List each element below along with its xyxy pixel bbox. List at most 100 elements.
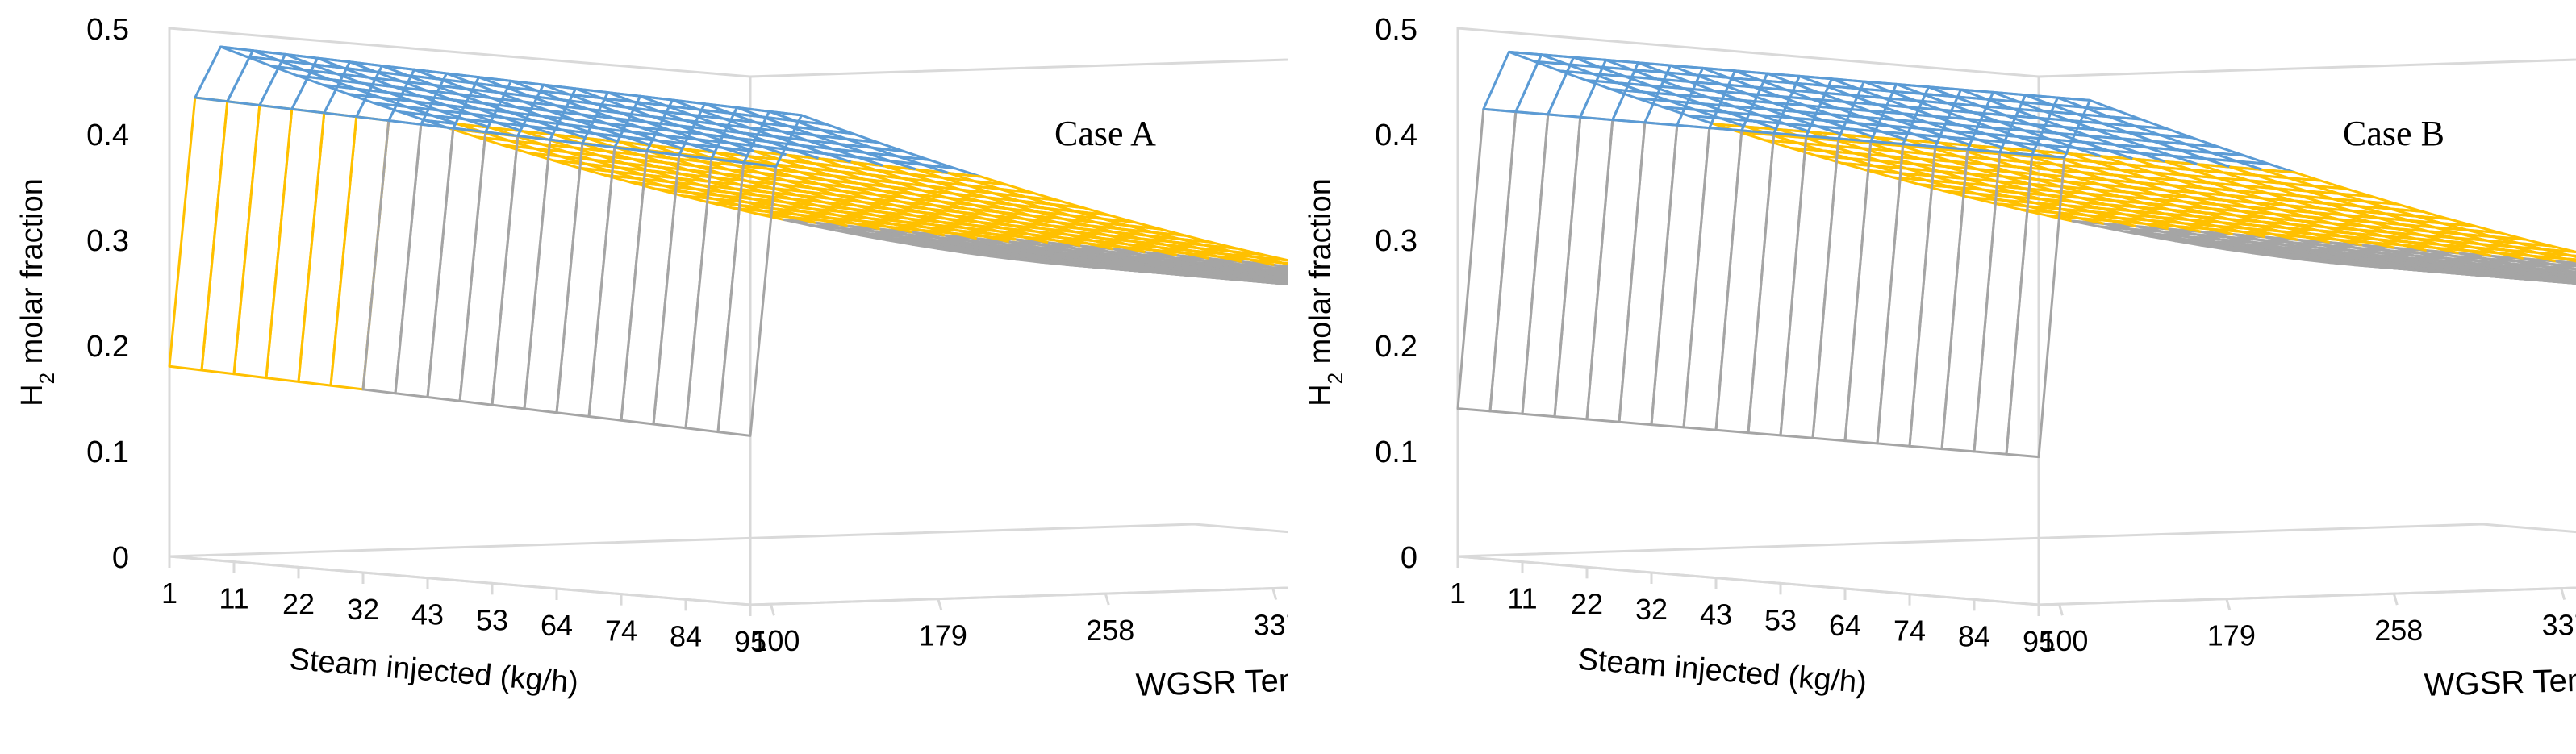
surface-cell [1747,131,1808,437]
surface-cell [168,96,229,372]
x-tick-label: 53 [1764,603,1797,636]
surface-cell [491,135,552,410]
x-tick-label: 1 [161,577,177,610]
x-tick-label: 22 [1571,587,1603,620]
y-tick-label: 100 [2040,624,2088,657]
z-tick-label: 0.4 [86,119,129,152]
floor [1457,523,2576,606]
surface-cell [329,115,390,391]
y-tick-mark [1104,593,1110,606]
x-tick-label: 53 [476,603,508,636]
surface-cell [1682,127,1743,431]
floor [169,523,1288,606]
y-tick-label: 179 [919,619,967,652]
surface-cell [1248,258,1288,268]
surface-cell [2555,260,2576,267]
surface-cell [1779,135,1840,439]
z-tick-label: 0.5 [86,13,129,47]
x-tick-label: 22 [282,587,315,620]
x-tick-label: 74 [605,614,637,648]
x-tick-label: 1 [1450,577,1466,610]
surface-cell [1650,123,1711,429]
y-axis-ticks: 100179258337416495574 [2040,588,2576,657]
y-tick-mark [2560,588,2566,601]
surface-cell [1266,276,1288,282]
z-tick-label: 0.3 [1375,224,1417,258]
y-axis-title: WGSR Temperature (ºC) [2424,656,2576,703]
x-tick-label: 43 [411,598,444,631]
x-tick-label: 11 [1507,582,1537,615]
y-tick-mark [1271,588,1278,601]
surface-cell [1488,110,1550,415]
surface-cell [1229,250,1288,262]
surface-cell [587,146,649,422]
surface-cell [2536,251,2576,261]
surface-cell [1618,121,1679,427]
x-tick-label: 84 [670,619,702,652]
z-tick-label: 0.2 [86,330,129,364]
chart-panel-case-b: 0 0.1 0.2 0.3 0.4 0.5 H2 molar fraction 1 11 22 32… [1288,0,2576,754]
x-tick-label: 84 [1958,619,1990,652]
surface-cell [2543,248,2576,257]
chart-panel-case-a: 0 0.1 0.2 0.3 0.4 0.5 H2 molar fraction 1 11 22 32… [15,13,1288,703]
y-tick-label: 258 [1086,614,1134,647]
z-tick-label: 0.1 [86,435,129,469]
surface-cell [1553,115,1614,421]
surface-cell [1456,107,1518,413]
surface-cell [265,107,326,383]
y-tick-mark [2225,598,2232,611]
surface-cell [1267,265,1288,273]
x-tick-label: 32 [1635,593,1668,626]
z-tick-label: 0.2 [1375,330,1417,364]
y-axis-title: WGSR Temperature (ºC) [1135,656,1288,703]
y-tick-mark [2057,603,2064,616]
surface-cell [523,138,584,414]
x-tick-label: 95 [2023,625,2055,658]
surface-cell [2529,254,2576,265]
x-tick-label: 64 [541,609,573,642]
surface-cell [555,142,616,418]
z-tick-label: 0 [1401,541,1417,575]
z-axis-ticks: 0 0.1 0.2 0.3 0.4 0.5 [86,13,129,575]
z-axis-ticks: 0 0.1 0.2 0.3 0.4 0.5 [1375,13,1417,575]
surface-cell [394,123,455,398]
y-tick-label: 179 [2207,619,2256,652]
z-axis-title: H2 molar fraction [15,178,59,406]
z-tick-label: 0.5 [1375,13,1417,47]
x-tick-label: 43 [1700,598,1732,631]
surface-cell [232,104,294,380]
y-axis-ticks: 100179258337416495574 [751,588,1288,657]
x-tick-label: 64 [1829,609,1861,642]
surface-cell [1521,113,1582,419]
y-tick-mark [2392,593,2399,606]
x-axis-title: Steam injected (kg/h) [1576,643,1868,701]
surface-cell [361,119,423,395]
surface-cell [1255,256,1288,265]
surface-cell [426,127,487,402]
surface-cell [1811,137,1873,443]
surface-cell [2542,265,2576,273]
surface-cell [200,100,261,376]
x-tick-label: 74 [1893,614,1926,648]
surface-cell [1876,143,1937,448]
surface-cell [1843,140,1905,445]
surface-cell [2517,242,2576,254]
x-axis-title: Steam injected (kg/h) [288,643,579,701]
x-tick-label: 32 [347,593,379,626]
y-tick-label: 337 [2542,609,2576,642]
z-tick-label: 0.1 [1375,435,1417,469]
x-tick-label: 11 [219,582,248,615]
y-tick-mark [937,598,943,611]
surface-cell [297,111,358,387]
surface-cell [1714,129,1776,435]
y-tick-label: 337 [1254,609,1288,642]
surface-mesh [1456,50,2576,459]
y-tick-label: 258 [2374,614,2423,647]
case-label: Case A [1054,114,1156,153]
y-tick-mark [769,603,775,616]
surface-cell [1585,119,1647,423]
z-tick-label: 0.3 [86,224,129,258]
surface-cell [2523,257,2576,268]
